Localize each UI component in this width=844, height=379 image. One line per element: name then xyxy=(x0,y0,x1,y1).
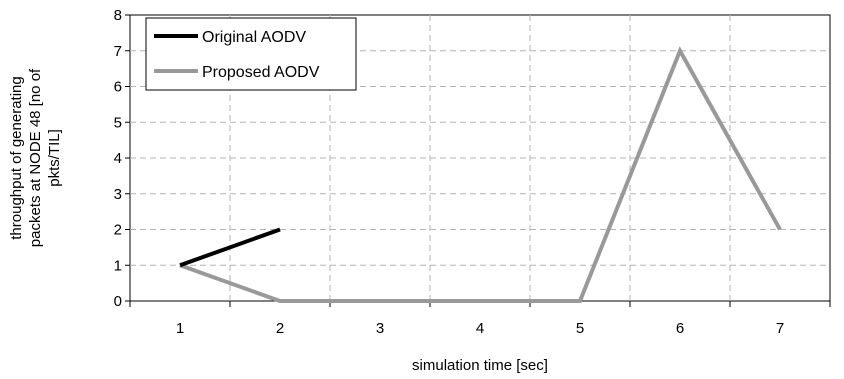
y-tick-label: 6 xyxy=(114,79,122,96)
x-tick-label: 6 xyxy=(676,320,684,337)
y-tick-label: 4 xyxy=(114,150,122,167)
legend: Original AODV Proposed AODV xyxy=(145,17,357,91)
y-tick-label: 2 xyxy=(114,222,122,239)
y-tick-label: 1 xyxy=(114,257,122,274)
y-axis-title-line: throughput of generating xyxy=(8,76,25,239)
x-tick-label: 4 xyxy=(476,320,484,337)
x-tick-label: 1 xyxy=(176,320,184,337)
y-tick-label: 0 xyxy=(114,293,122,310)
legend-label: Proposed AODV xyxy=(202,64,320,81)
y-tick-label: 7 xyxy=(114,43,122,60)
x-tick-label: 5 xyxy=(576,320,584,337)
y-tick-label: 8 xyxy=(114,7,122,24)
y-tick-label: 5 xyxy=(114,114,122,131)
y-axis-title-line: packets at NODE 48 [no of xyxy=(27,68,44,247)
x-tick-label: 2 xyxy=(276,320,284,337)
series-line-1 xyxy=(179,227,281,268)
y-axis-title: throughput of generating packets at NODE … xyxy=(8,68,63,247)
x-axis-title: simulation time [sec] xyxy=(412,357,548,374)
labels: simulation time [sec] throughput of gener… xyxy=(8,68,548,374)
axes: 0 1 2 3 4 5 6 7 8 1 2 3 4 5 6 7 xyxy=(114,7,831,337)
series-line-2 xyxy=(179,46,782,303)
y-axis-title-line: pkts/TIL] xyxy=(46,129,63,187)
x-tick-label: 7 xyxy=(776,320,784,337)
legend-label: Original AODV xyxy=(202,29,306,46)
x-tick-label: 3 xyxy=(376,320,384,337)
series xyxy=(179,46,782,303)
y-tick-label: 3 xyxy=(114,186,122,203)
grid xyxy=(130,15,830,301)
legend-box xyxy=(145,17,357,91)
